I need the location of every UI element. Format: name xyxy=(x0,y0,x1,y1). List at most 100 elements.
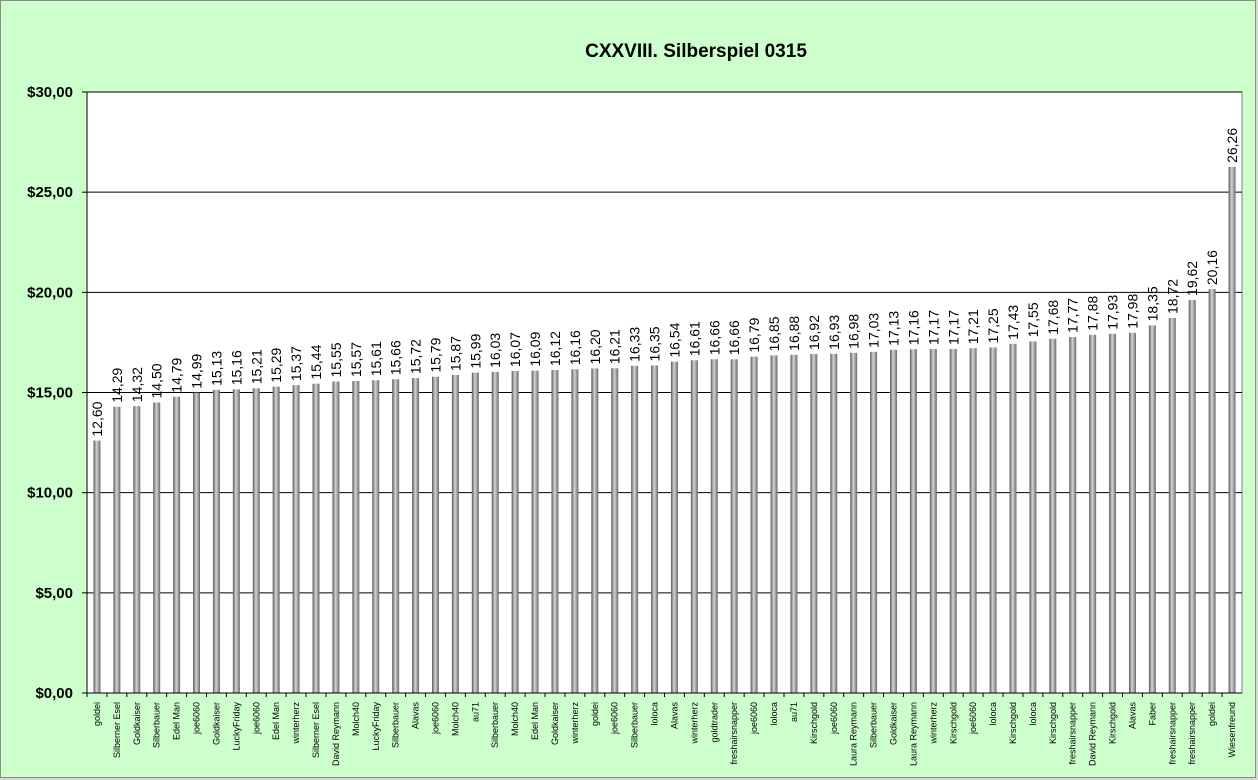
x-tick-label: joe6060 xyxy=(749,702,759,735)
bar xyxy=(969,348,977,693)
x-tick-label: Faber xyxy=(1147,702,1157,726)
data-label: 18,72 xyxy=(1164,279,1180,314)
x-tick-label: Alavas xyxy=(411,702,421,730)
bar xyxy=(1168,317,1176,693)
x-tick-label: loloca xyxy=(769,702,779,726)
bar xyxy=(133,406,141,693)
x-tick-label: joe6060 xyxy=(251,702,261,735)
bar xyxy=(949,349,957,693)
bar xyxy=(790,354,798,693)
bar xyxy=(93,440,101,693)
x-tick-label: freshairsnapper xyxy=(1187,702,1197,765)
bar xyxy=(591,368,599,693)
data-label: 17,98 xyxy=(1124,294,1140,329)
bar xyxy=(392,379,400,693)
x-tick-label: Alavas xyxy=(1127,702,1137,730)
data-label: 14,99 xyxy=(189,353,205,388)
bar xyxy=(690,360,698,693)
bar xyxy=(989,347,997,693)
bar xyxy=(929,349,937,693)
data-label: 17,68 xyxy=(1045,300,1061,335)
bar xyxy=(770,355,778,693)
x-tick-label: Silberner Esel xyxy=(311,702,321,758)
data-label: 15,72 xyxy=(408,339,424,374)
x-tick-label: joe6060 xyxy=(968,702,978,735)
x-tick-label: winterherz xyxy=(291,702,301,745)
bar xyxy=(1128,332,1136,693)
x-tick-label: Silberbauer xyxy=(391,702,401,748)
x-tick-label: Molch40 xyxy=(450,702,460,736)
data-label: 26,26 xyxy=(1224,128,1240,163)
data-label: 15,37 xyxy=(288,346,304,381)
bar xyxy=(412,378,420,693)
data-label: 15,16 xyxy=(228,350,244,385)
bar xyxy=(1089,334,1097,693)
bar xyxy=(511,371,519,693)
data-label: 17,03 xyxy=(866,313,882,348)
x-tick-label: au71 xyxy=(470,702,480,722)
x-tick-label: joe6060 xyxy=(829,702,839,735)
bar xyxy=(212,389,220,693)
data-label: 16,03 xyxy=(487,333,503,368)
bar xyxy=(153,402,161,693)
bar xyxy=(332,381,340,693)
data-label: 20,16 xyxy=(1204,250,1220,285)
bar xyxy=(651,365,659,693)
bar xyxy=(193,392,201,693)
data-label: 16,07 xyxy=(507,332,523,367)
data-label: 15,79 xyxy=(427,337,443,372)
x-tick-label: Silberbauer xyxy=(490,702,500,748)
bar xyxy=(471,372,479,693)
data-label: 17,25 xyxy=(985,308,1001,343)
x-tick-label: goldei xyxy=(590,702,600,726)
data-label: 16,33 xyxy=(627,327,643,362)
data-label: 18,35 xyxy=(1144,286,1160,321)
bar xyxy=(292,385,300,693)
chart-title: CXXVIII. Silberspiel 0315 xyxy=(585,41,807,62)
bar xyxy=(571,369,579,693)
data-label: 15,44 xyxy=(308,344,324,379)
x-tick-label: Goldkaiser xyxy=(211,702,221,745)
x-tick-label: LuckyFriday xyxy=(231,702,241,751)
bar xyxy=(631,365,639,693)
bar xyxy=(1208,289,1216,693)
bar xyxy=(451,375,459,693)
bar xyxy=(1069,337,1077,693)
bar xyxy=(830,353,838,693)
y-tick-label: $20,00 xyxy=(27,284,73,301)
bar xyxy=(372,380,380,693)
x-tick-label: winterherz xyxy=(570,702,580,745)
x-tick-label: Wiesenfreund xyxy=(1227,702,1237,758)
x-tick-label: joe6060 xyxy=(430,702,440,735)
bar xyxy=(232,389,240,693)
x-tick-label: joe6060 xyxy=(610,702,620,735)
x-tick-label: Silberbauer xyxy=(630,702,640,748)
data-label: 16,66 xyxy=(726,320,742,355)
bar xyxy=(272,386,280,693)
x-tick-label: Silberbauer xyxy=(869,702,879,748)
data-label: 15,13 xyxy=(208,351,224,386)
data-label: 17,16 xyxy=(905,310,921,345)
data-label: 16,21 xyxy=(607,329,623,364)
bar xyxy=(352,381,360,693)
x-tick-label: Molch40 xyxy=(510,702,520,736)
x-tick-label: loloca xyxy=(988,702,998,726)
x-tick-label: goldei xyxy=(92,702,102,726)
bar xyxy=(750,356,758,693)
data-label: 14,32 xyxy=(129,367,145,402)
x-tick-label: Silberner Esel xyxy=(112,702,122,758)
bar xyxy=(1188,299,1196,693)
x-tick-label: Kirschgold xyxy=(948,702,958,744)
bar xyxy=(909,349,917,693)
x-tick-label: Goldkaiser xyxy=(550,702,560,745)
x-tick-label: winterherz xyxy=(928,702,938,745)
bar xyxy=(531,370,539,693)
x-tick-label: Laura Reymann xyxy=(849,702,859,766)
bar xyxy=(890,349,898,693)
bar xyxy=(1049,338,1057,693)
data-label: 14,29 xyxy=(109,367,125,402)
bar xyxy=(810,354,818,693)
data-label: 16,54 xyxy=(666,322,682,357)
data-label: 15,61 xyxy=(368,341,384,376)
